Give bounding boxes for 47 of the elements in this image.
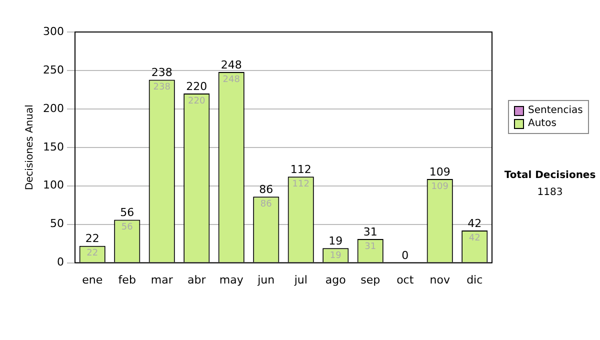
- y-tick-label: 250: [42, 63, 64, 76]
- total-label: 0: [402, 249, 409, 262]
- total-label: 19: [328, 234, 343, 248]
- legend-label: Sentencias: [528, 104, 583, 117]
- text: 1183: [536, 187, 564, 198]
- x-tick-label: jul: [293, 273, 308, 286]
- x-tick-label: ago: [325, 273, 346, 286]
- total-label: 112: [290, 162, 312, 176]
- y-axis-title: Decisiones Anual: [24, 104, 36, 190]
- y-tick-label: 150: [42, 140, 64, 154]
- data-label: 22: [86, 248, 98, 259]
- total-label: 248: [220, 58, 242, 72]
- y-tick-label: 300: [42, 24, 64, 38]
- total-label: 42: [468, 216, 482, 230]
- data-label: 238: [153, 82, 171, 93]
- x-tick-label: jun: [256, 273, 275, 286]
- y-tick-label: 50: [50, 217, 64, 230]
- total-label: 22: [85, 232, 100, 246]
- x-tick-label: dic: [466, 273, 483, 286]
- y-tick-label: 0: [56, 256, 64, 269]
- x-tick-label: abr: [187, 273, 206, 286]
- y-tick-label: 100: [42, 178, 64, 192]
- total-label: 238: [151, 66, 172, 80]
- x-tick-label: nov: [430, 273, 450, 286]
- data-label: 112: [292, 179, 310, 190]
- total-label: 56: [120, 206, 134, 220]
- x-tick-label: sep: [360, 273, 380, 286]
- total-label: 220: [186, 80, 208, 93]
- data-label: 86: [260, 199, 272, 210]
- x-tick-label: feb: [118, 273, 136, 286]
- y-tick-label: 200: [42, 102, 64, 115]
- total-label: 109: [429, 165, 450, 178]
- text: Total Decisiones: [503, 170, 597, 181]
- total-label: 31: [363, 225, 378, 238]
- x-tick-label: may: [219, 273, 244, 286]
- x-tick-label: oct: [396, 273, 414, 286]
- data-label: 220: [188, 96, 206, 106]
- data-label: 56: [121, 222, 134, 233]
- x-tick-label: ene: [82, 273, 103, 286]
- x-tick-label: mar: [150, 273, 174, 286]
- total-label: 86: [259, 182, 274, 196]
- data-label: 19: [330, 251, 342, 262]
- data-label: 109: [431, 182, 449, 192]
- data-label: 248: [222, 74, 240, 85]
- data-label: 31: [364, 242, 376, 252]
- legend-label: Autos: [528, 117, 556, 130]
- data-label: 42: [468, 233, 480, 244]
